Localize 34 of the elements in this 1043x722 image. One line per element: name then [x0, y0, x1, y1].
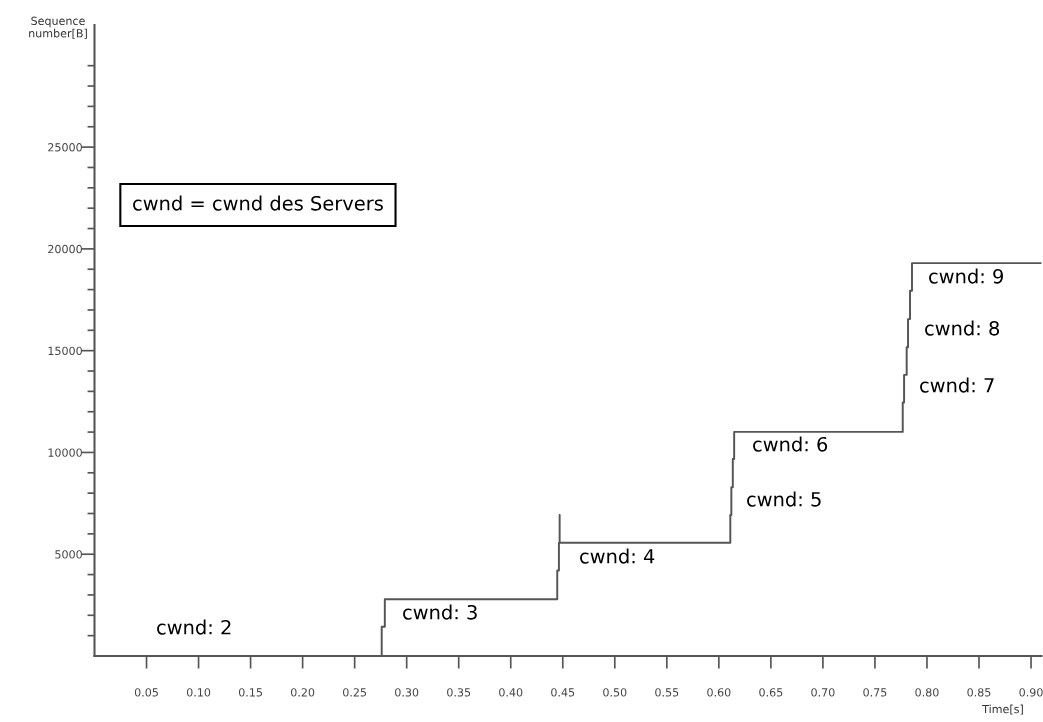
y-tick-label: 25000: [48, 143, 82, 152]
x-tick-label: 0.25: [343, 688, 367, 697]
annotation: cwnd: 2: [157, 619, 231, 635]
x-tick-label: 0.35: [447, 688, 471, 697]
annotation: cwnd: 3: [403, 604, 477, 620]
y-axis-title: Sequence number[B]: [29, 16, 87, 39]
annotation: cwnd: 9: [929, 268, 1003, 284]
x-tick-label: 0.20: [290, 688, 315, 697]
x-tick-label: 0.05: [134, 688, 158, 697]
x-tick-label: 0.80: [915, 688, 939, 697]
x-tick-label: 0.70: [811, 688, 835, 697]
annotation: cwnd: 8: [925, 320, 1000, 336]
annotation: cwnd: 6: [753, 436, 828, 452]
x-tick-label: 0.85: [967, 688, 991, 697]
x-tick-label: 0.45: [551, 688, 575, 697]
annotation: cwnd: 4: [580, 548, 655, 564]
annotation: cwnd = cwnd des Servers: [133, 195, 383, 211]
y-tick-label: 20000: [48, 244, 82, 254]
annotation: cwnd: 5: [747, 491, 821, 507]
x-axis-title: Time[s]: [982, 704, 1023, 715]
x-tick-label: 0.15: [238, 688, 262, 697]
x-tick-label: 0.60: [707, 688, 731, 697]
y-tick-label: 15000: [48, 346, 82, 356]
x-tick-label: 0.30: [395, 688, 419, 697]
x-tick-label: 0.40: [499, 688, 523, 697]
x-tick-label: 0.90: [1019, 688, 1043, 697]
x-tick-label: 0.75: [863, 688, 887, 697]
annotation: cwnd: 7: [920, 377, 994, 393]
y-tick-label: 10000: [48, 448, 82, 457]
x-tick-label: 0.50: [603, 688, 627, 697]
y-tick-label: 5000: [55, 550, 82, 559]
x-tick-label: 0.10: [186, 688, 211, 697]
x-tick-label: 0.55: [655, 688, 679, 697]
x-tick-label: 0.65: [759, 688, 783, 697]
